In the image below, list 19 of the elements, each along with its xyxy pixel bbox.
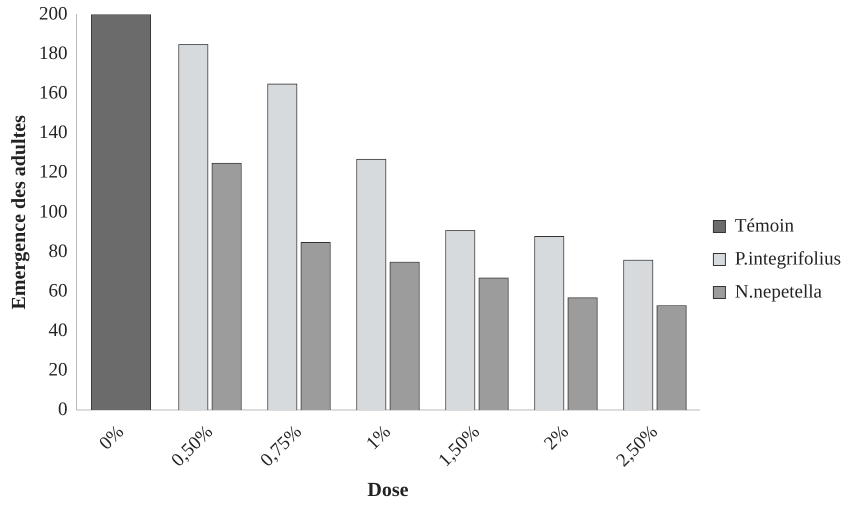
y-tick-label: 0 bbox=[58, 399, 68, 420]
x-axis-title: Dose bbox=[367, 479, 409, 502]
legend-label: P.integrifolius bbox=[734, 248, 842, 270]
y-tick-label: 60 bbox=[48, 280, 68, 302]
y-tick-label: 200 bbox=[39, 3, 68, 24]
y-tick-label: 40 bbox=[48, 320, 68, 342]
x-tick-label: 2% bbox=[540, 421, 574, 454]
x-tick-label: 0% bbox=[95, 421, 128, 454]
legend-label: N.nepetella bbox=[734, 281, 823, 302]
x-tick-label: 1% bbox=[362, 421, 396, 454]
y-tick-label: 80 bbox=[48, 240, 68, 262]
y-tick-label: 140 bbox=[39, 122, 68, 144]
y-tick-label: 100 bbox=[39, 201, 68, 222]
y-tick-label: 160 bbox=[39, 82, 68, 104]
legend-label: Témoin bbox=[734, 215, 795, 236]
y-tick-label: 120 bbox=[39, 162, 68, 183]
y-axis-title: Emergence des adultes bbox=[8, 114, 30, 310]
y-tick-label: 180 bbox=[39, 42, 68, 64]
y-tick-label: 20 bbox=[48, 360, 68, 381]
